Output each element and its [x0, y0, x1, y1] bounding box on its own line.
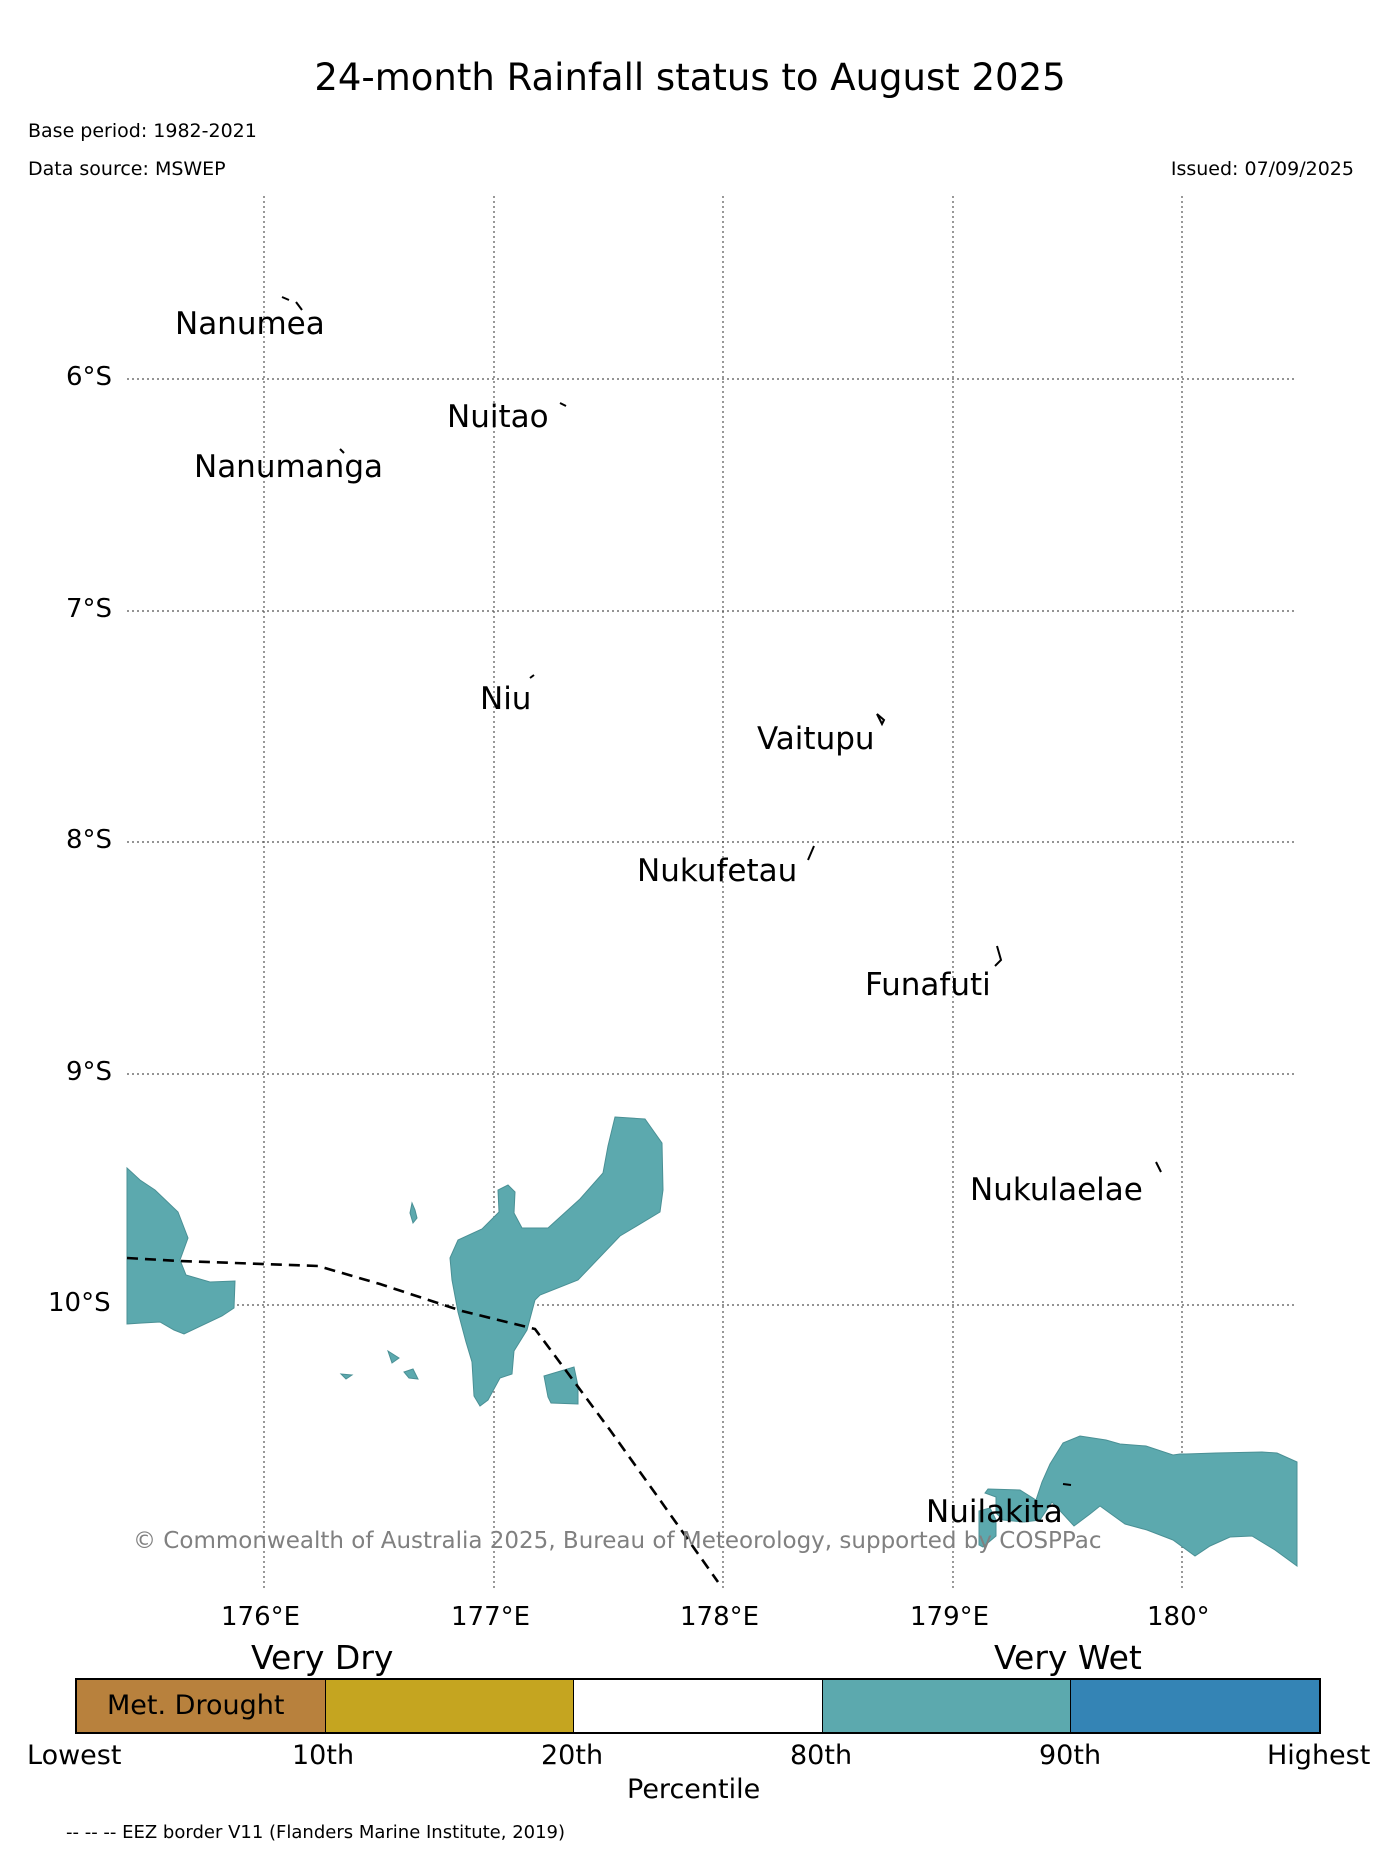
legend-very-dry: Very Dry: [251, 1638, 394, 1677]
island-nanumea-b: [295, 301, 303, 311]
eez-border: [126, 1256, 720, 1583]
legend-segment-met-drought: Met. Drought: [77, 1680, 325, 1732]
place-label-nuitao: Nuitao: [447, 399, 549, 435]
legend-segment-very-much-below: [324, 1680, 574, 1732]
islands: [281, 296, 1162, 1486]
lat-tick-7: 7°S: [66, 594, 113, 624]
legend-tick-20th: 20th: [541, 1740, 604, 1771]
island-nanumea-a: [281, 296, 290, 301]
place-label-nukulaelae: Nukulaelae: [970, 1172, 1143, 1208]
legend-tick-lowest: Lowest: [27, 1740, 122, 1771]
legend-tick-80th: 80th: [790, 1740, 853, 1771]
wet-region-islet-4: [339, 1373, 354, 1380]
legend-very-wet: Very Wet: [994, 1638, 1142, 1677]
base-period: Base period: 1982-2021: [28, 120, 257, 142]
issued-date: Issued: 07/09/2025: [1170, 158, 1354, 180]
island-nuitao: [559, 402, 567, 407]
place-label-vaitupu: Vaitupu: [757, 721, 875, 757]
lon-tick-177: 177°E: [451, 1602, 531, 1632]
lat-tick-8: 8°S: [66, 825, 113, 855]
wet-region-south-blob: [543, 1366, 579, 1405]
eez-note: -- -- -- EEZ border V11 (Flanders Marine…: [66, 1822, 566, 1843]
legend-segment-very-much-above: [1070, 1680, 1319, 1732]
island-vaitupu: [876, 713, 886, 727]
place-label-nukufetau: Nukufetau: [637, 853, 798, 889]
place-label-niu: Niu: [480, 681, 532, 717]
copyright-notice: © Commonwealth of Australia 2025, Bureau…: [133, 1528, 1102, 1554]
wet-region-southeast: [984, 1435, 1298, 1567]
lon-tick-178: 178°E: [680, 1602, 760, 1632]
wet-region-west: [126, 1166, 236, 1335]
legend-segment-average: [573, 1680, 822, 1732]
place-label-funafuti: Funafuti: [865, 967, 991, 1003]
legend-colorbar: Met. Drought: [75, 1678, 1321, 1734]
lon-tick-179: 179°E: [910, 1602, 990, 1632]
wet-region-islet-2: [387, 1349, 400, 1364]
legend-percentile-title: Percentile: [627, 1774, 761, 1805]
island-funafuti: [994, 945, 1003, 967]
island-niu: [529, 674, 535, 679]
wet-region-islet-1: [409, 1201, 418, 1225]
legend-tick-90th: 90th: [1039, 1740, 1102, 1771]
island-nukufetau: [807, 845, 815, 861]
lat-tick-9: 9°S: [66, 1057, 113, 1087]
wet-region-central: [449, 1116, 664, 1407]
lat-tick-10: 10°S: [48, 1288, 111, 1318]
island-nanumanga: [339, 448, 345, 454]
legend-segment-above: [821, 1680, 1071, 1732]
lon-tick-180: 180°: [1147, 1602, 1210, 1632]
place-label-nanumea: Nanumea: [175, 306, 325, 342]
place-label-nuilakita: Nuilakita: [926, 1494, 1063, 1530]
island-nukulaelae: [1155, 1161, 1162, 1173]
legend-tick-highest: Highest: [1267, 1740, 1371, 1771]
data-source: Data source: MSWEP: [28, 158, 226, 180]
legend-tick-10th: 10th: [292, 1740, 355, 1771]
wet-region-islet-3: [403, 1368, 419, 1380]
lon-tick-176: 176°E: [221, 1602, 301, 1632]
gridlines: [127, 196, 1295, 1590]
legend-met-drought-label: Met. Drought: [107, 1690, 285, 1721]
map-title: 24-month Rainfall status to August 2025: [314, 56, 1066, 99]
very-wet-regions: [126, 1116, 1298, 1567]
place-label-nanumanga: Nanumanga: [194, 449, 383, 485]
island-nuilakita: [1062, 1483, 1072, 1486]
wet-region-southeast-tip: [978, 1507, 997, 1548]
lat-tick-6: 6°S: [66, 362, 113, 392]
